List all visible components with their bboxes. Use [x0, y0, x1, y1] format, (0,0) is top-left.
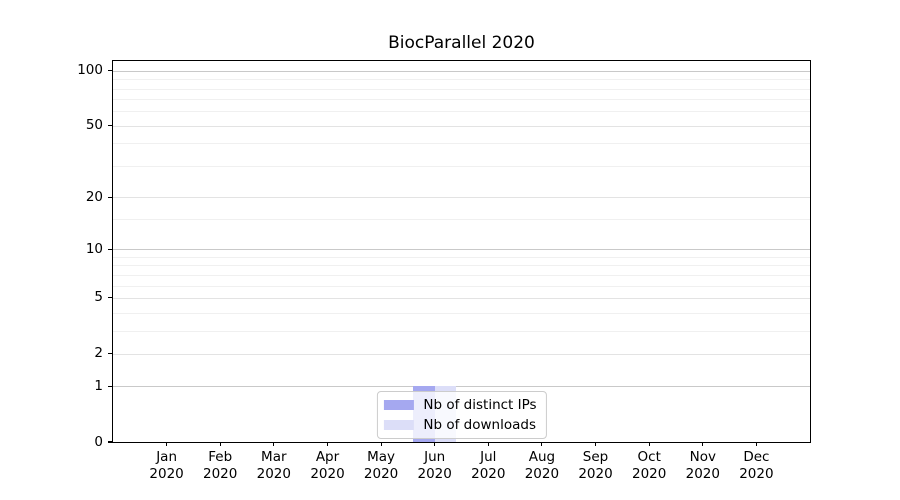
legend-swatch-distinct-ips-icon [383, 399, 414, 411]
x-axis-tick-label: Nov 2020 [673, 449, 733, 483]
y-gridline-minor [113, 143, 810, 145]
x-axis-tick [219, 442, 221, 446]
x-axis-tick-label: Oct 2020 [619, 449, 679, 483]
y-axis-tick-label: 20 [85, 188, 103, 205]
x-axis-tick [380, 442, 382, 446]
x-axis-tick-label-year: 2020 [417, 466, 452, 482]
x-axis-tick [326, 442, 329, 446]
x-axis-tick-label: Mar 2020 [244, 449, 304, 483]
x-axis-tick-label-year: 2020 [471, 466, 506, 482]
y-gridline [113, 297, 810, 299]
x-axis-tick-label: Apr 2020 [298, 449, 358, 483]
y-gridline-minor [113, 330, 810, 332]
y-axis-tick [107, 353, 112, 355]
x-axis-tick-label-year: 2020 [363, 466, 399, 482]
y-gridline-minor [113, 99, 810, 101]
y-gridline [113, 386, 810, 388]
legend-label-distinct-ips: Nb of distinct IPs [423, 397, 537, 413]
x-axis-tick-label-year: 2020 [685, 466, 720, 482]
x-axis-tick [755, 442, 757, 446]
x-axis-tick-label-year: 2020 [310, 466, 345, 482]
plot-area: 0 1 2 5 10 20 50 100 Jan 2020 Feb 2020 Mar 2020 Apr 202… [77, 60, 811, 482]
legend-entry-distinct-ips: Nb of distinct IPs [383, 397, 537, 413]
y-axis-tick [107, 441, 112, 443]
x-axis-tick-label-month: Jan [156, 449, 177, 465]
x-axis-tick-label-year: 2020 [524, 466, 560, 482]
y-gridline-minor [113, 312, 810, 314]
y-axis-tick [107, 297, 112, 299]
x-axis-tick-label: Jun 2020 [405, 449, 465, 483]
y-gridline [113, 353, 810, 355]
legend-box: Nb of distinct IPs Nb of downloads [376, 391, 547, 439]
x-axis-tick-label-month: Nov [689, 449, 716, 465]
x-axis-tick [648, 442, 650, 446]
y-axis-tick [107, 248, 112, 250]
y-axis-tick [107, 196, 112, 198]
y-gridline [113, 197, 810, 199]
y-axis-tick-label: 0 [94, 433, 103, 450]
x-axis-tick-label: Dec 2020 [726, 449, 786, 483]
x-axis-tick-label-year: 2020 [632, 466, 667, 482]
x-axis-tick-label: Aug 2020 [512, 449, 572, 483]
legend-swatch-downloads-icon [383, 419, 414, 431]
x-axis-tick-label-year: 2020 [256, 466, 291, 482]
y-gridline [113, 125, 810, 127]
y-gridline-minor [113, 165, 810, 167]
x-axis-tick-label-month: Feb [208, 449, 233, 465]
x-axis-tick-label: Sep 2020 [566, 449, 626, 483]
x-axis-tick-label: Feb 2020 [190, 449, 250, 483]
chart-title: BiocParallel 2020 [388, 33, 535, 53]
y-gridline-minor [113, 285, 810, 287]
x-axis-tick [594, 442, 597, 446]
x-axis-tick [702, 442, 704, 446]
x-axis-tick [434, 442, 436, 446]
x-axis-tick-label: Jan 2020 [137, 449, 197, 483]
y-axis-tick-label: 1 [94, 377, 103, 394]
y-axis-tick-label: 100 [77, 62, 103, 79]
x-axis-tick-label-month: Oct [637, 449, 661, 465]
y-axis-tick [107, 125, 112, 127]
y-axis-tick [107, 385, 112, 387]
x-axis-tick-label: May 2020 [351, 449, 411, 483]
y-axis-tick-label: 50 [85, 117, 103, 134]
y-gridline [113, 70, 810, 72]
y-gridline-minor [113, 111, 810, 113]
y-axis-tick-label: 2 [94, 345, 103, 362]
x-axis-tick-label-month: Mar [261, 449, 287, 465]
y-gridline-minor [113, 88, 810, 90]
x-axis-tick-label-year: 2020 [739, 466, 774, 482]
x-axis-tick-label-year: 2020 [203, 466, 238, 482]
x-axis-tick-label-month: Jul [480, 449, 497, 465]
x-axis-tick-label-month: Apr [315, 449, 340, 465]
x-axis-tick [541, 442, 543, 446]
x-axis-tick [273, 442, 275, 446]
y-gridline-minor [113, 274, 810, 276]
y-gridline-minor [113, 265, 810, 267]
x-axis-tick-label-year: 2020 [149, 466, 184, 482]
y-gridline-minor [113, 256, 810, 258]
y-gridline-minor [113, 219, 810, 220]
x-axis-tick-label-year: 2020 [578, 466, 613, 482]
y-axis-tick-label: 10 [85, 240, 103, 257]
y-axis-tick-label: 5 [94, 289, 103, 306]
x-axis-tick [166, 442, 168, 446]
x-axis-tick-label: Jul 2020 [458, 449, 518, 483]
x-axis-tick [487, 442, 489, 446]
x-axis-tick-label-month: May [367, 449, 396, 465]
legend-label-downloads: Nb of downloads [423, 417, 536, 433]
y-axis-tick [107, 70, 112, 72]
legend-entry-downloads: Nb of downloads [383, 417, 536, 433]
y-gridline [113, 249, 810, 251]
x-axis-tick-label-month: Aug [528, 449, 556, 465]
x-axis-tick-label-month: Dec [743, 449, 770, 465]
x-axis-tick-label-month: Sep [582, 449, 609, 465]
x-axis-tick-label-month: Jun [424, 449, 446, 465]
y-gridline-minor [113, 79, 810, 81]
